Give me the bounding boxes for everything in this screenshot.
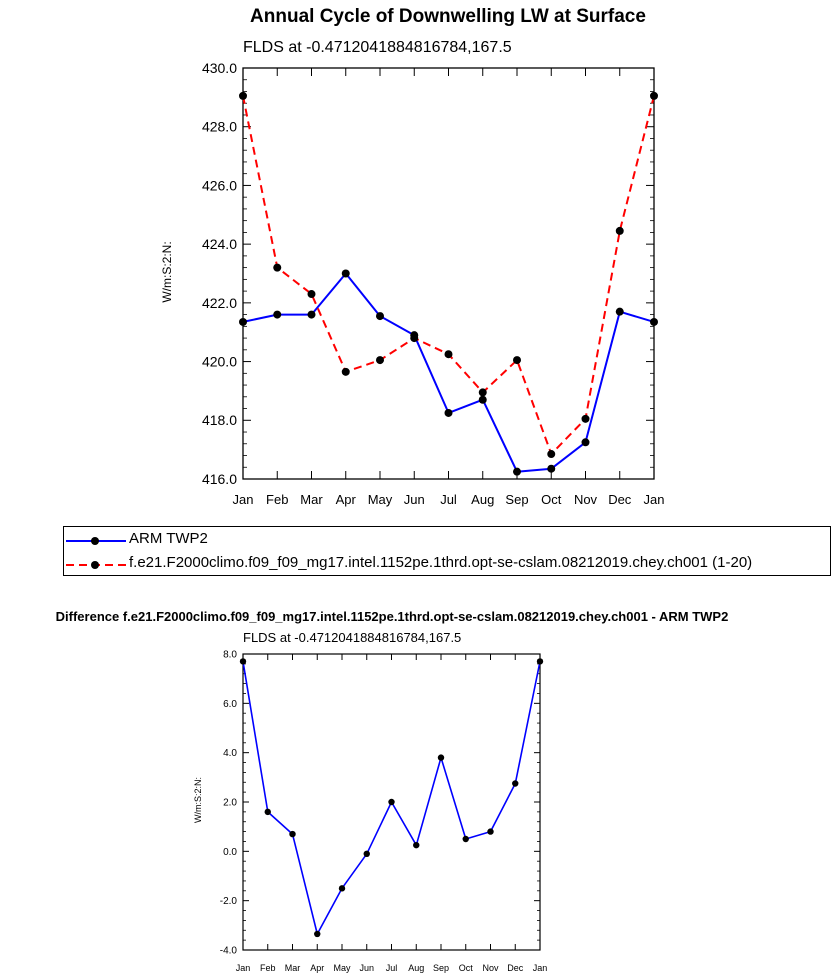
x-tick-label: May — [333, 963, 351, 973]
x-tick-label: Jan — [644, 492, 665, 507]
series-point — [363, 850, 370, 857]
series-point — [581, 414, 590, 423]
legend-swatches — [66, 537, 126, 569]
x-tick-label: Jul — [440, 492, 457, 507]
series-point — [437, 754, 445, 761]
series-point — [536, 658, 544, 665]
x-tick-label: Feb — [266, 492, 288, 507]
series-point — [581, 438, 590, 447]
series-point — [314, 930, 321, 938]
x-tick-label: Feb — [260, 963, 276, 973]
series-line — [242, 661, 541, 935]
y-tick-label: 430.0 — [202, 60, 237, 76]
chart2-ylabel: W/m:S:2:N: — [193, 777, 203, 823]
x-tick-label: Sep — [505, 492, 528, 507]
x-tick-label: Mar — [285, 963, 301, 973]
x-tick-label: Dec — [608, 492, 632, 507]
x-tick-label: Jun — [359, 963, 374, 973]
series-point — [273, 263, 282, 272]
x-tick-label: Oct — [459, 963, 474, 973]
series-point — [341, 269, 350, 278]
x-tick-label: Mar — [300, 492, 323, 507]
y-tick-label: 420.0 — [202, 353, 237, 369]
series-point — [513, 356, 521, 365]
x-tick-label: Apr — [310, 963, 324, 973]
x-tick-label: Aug — [408, 963, 424, 973]
x-tick-label: May — [368, 492, 393, 507]
y-tick-label: -4.0 — [220, 946, 238, 957]
series-point — [376, 312, 384, 321]
chart1-ylabel: W/m:S:2:N: — [160, 241, 174, 302]
x-tick-label: Jan — [533, 963, 548, 973]
chart1-subtitle: FLDS at -0.4712041884816784,167.5 — [243, 39, 512, 56]
legend-label-model: f.e21.F2000climo.f09_f09_mg17.intel.1152… — [129, 554, 753, 571]
series-point — [307, 310, 316, 319]
series-point — [512, 780, 519, 787]
series-point — [478, 395, 487, 404]
series-point — [513, 467, 521, 476]
x-tick-label: Oct — [541, 492, 562, 507]
series-point — [444, 350, 453, 359]
series-point — [650, 91, 658, 100]
x-tick-label: Jan — [236, 963, 251, 973]
series-point — [410, 334, 419, 343]
series-point — [239, 658, 247, 665]
series-point — [239, 317, 247, 326]
y-tick-label: -2.0 — [220, 896, 238, 907]
chart1-title: Annual Cycle of Downwelling LW at Surfac… — [250, 6, 646, 27]
x-tick-label: Dec — [507, 963, 524, 973]
series-point — [462, 835, 469, 843]
series-point — [487, 828, 494, 835]
series-point — [289, 830, 296, 838]
series-point — [413, 841, 420, 849]
y-tick-label: 416.0 — [202, 471, 237, 487]
y-tick-label: 422.0 — [202, 295, 237, 311]
x-tick-label: Aug — [471, 492, 494, 507]
x-tick-label: Jul — [386, 963, 398, 973]
x-tick-label: Apr — [336, 492, 357, 507]
series-point — [341, 367, 350, 376]
series-point — [388, 798, 395, 806]
y-tick-label: 6.0 — [223, 699, 237, 710]
series-point — [547, 450, 556, 459]
y-tick-label: 426.0 — [202, 177, 237, 193]
series-line — [242, 95, 655, 455]
series-point — [338, 885, 346, 892]
x-tick-label: Jan — [233, 492, 254, 507]
series-point — [239, 91, 247, 100]
y-tick-label: 2.0 — [223, 798, 237, 809]
legend-marker-model — [91, 561, 99, 569]
y-tick-label: 428.0 — [202, 119, 237, 135]
series-point — [547, 464, 556, 473]
series-point — [273, 310, 282, 319]
series-point — [264, 808, 271, 816]
series-point — [307, 290, 316, 299]
x-tick-label: Jun — [404, 492, 425, 507]
legend-label-arm: ARM TWP2 — [129, 530, 208, 547]
series-point — [444, 408, 453, 417]
chart2-subtitle: FLDS at -0.4712041884816784,167.5 — [243, 630, 461, 645]
series-point — [615, 226, 624, 235]
series-line — [242, 272, 655, 473]
x-tick-label: Sep — [433, 963, 449, 973]
series-point — [650, 317, 658, 326]
y-tick-label: 8.0 — [223, 650, 237, 661]
series-point — [615, 307, 624, 316]
x-tick-label: Nov — [574, 492, 598, 507]
y-tick-label: 418.0 — [202, 412, 237, 428]
series-point — [478, 388, 487, 397]
x-tick-label: Nov — [482, 963, 499, 973]
y-tick-label: 4.0 — [223, 748, 237, 759]
chart2-title: Difference f.e21.F2000climo.f09_f09_mg17… — [56, 609, 729, 624]
y-tick-label: 424.0 — [202, 236, 237, 252]
y-tick-label: 0.0 — [223, 847, 237, 858]
chart1-legend: ARM TWP2 f.e21.F2000climo.f09_f09_mg17.i… — [63, 526, 831, 576]
series-point — [376, 356, 384, 365]
legend-marker-arm — [91, 537, 99, 545]
